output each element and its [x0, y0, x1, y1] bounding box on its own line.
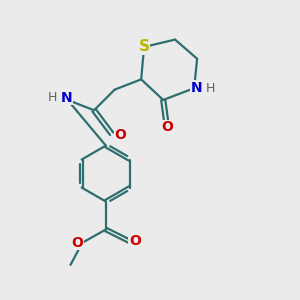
Text: S: S: [139, 39, 150, 54]
Text: H: H: [48, 91, 58, 104]
Text: O: O: [115, 128, 127, 142]
Text: N: N: [191, 81, 202, 95]
Text: O: O: [129, 234, 141, 248]
Text: H: H: [206, 82, 215, 95]
Text: O: O: [71, 236, 83, 250]
Text: N: N: [60, 91, 72, 105]
Text: O: O: [162, 120, 174, 134]
